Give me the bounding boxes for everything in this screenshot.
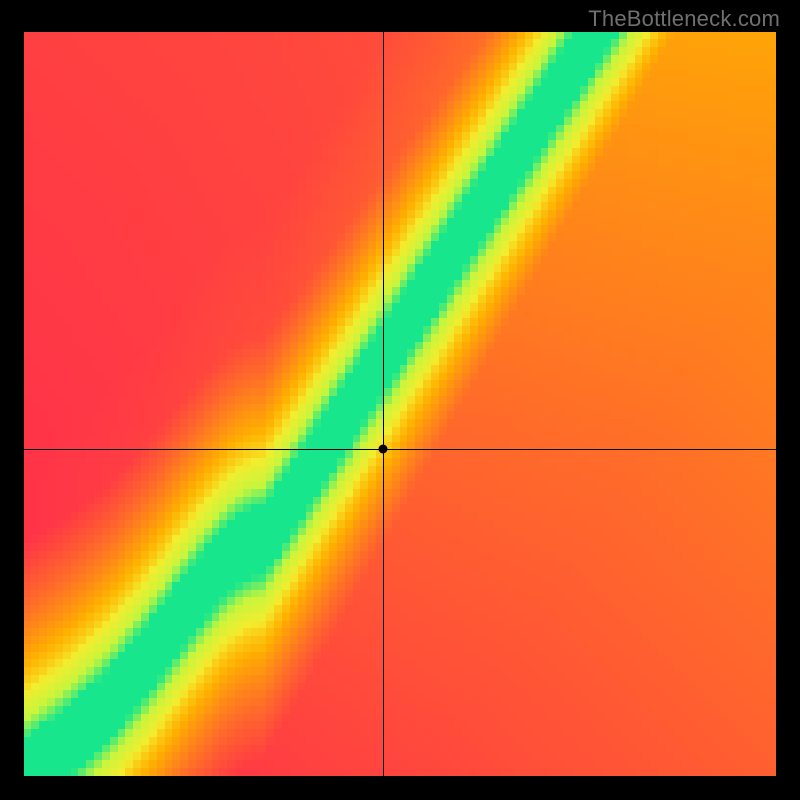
- bottleneck-heatmap: [24, 32, 776, 776]
- chart-container: TheBottleneck.com: [0, 0, 800, 800]
- plot-frame: [24, 32, 776, 776]
- crosshair-horizontal: [24, 449, 776, 450]
- crosshair-marker: [379, 445, 388, 454]
- watermark-text: TheBottleneck.com: [588, 6, 780, 32]
- crosshair-vertical: [383, 32, 384, 776]
